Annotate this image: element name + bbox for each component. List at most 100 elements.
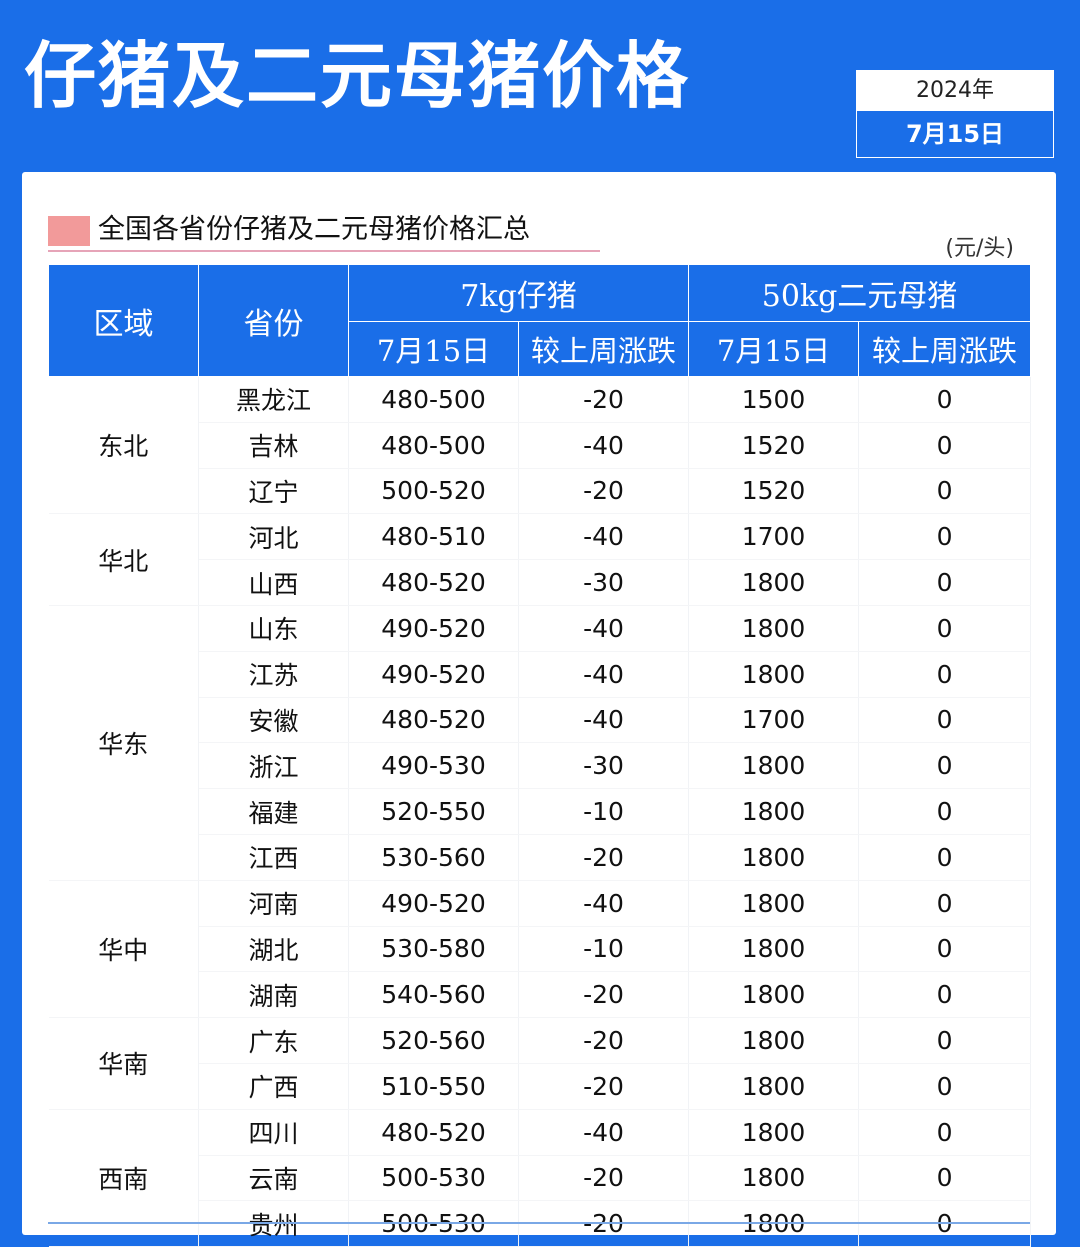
region-cell: 东北 — [48, 376, 199, 515]
piglet-change-cell: -20 — [518, 971, 690, 1019]
sow-price-cell: 1800 — [688, 971, 860, 1019]
piglet-change-cell: -40 — [518, 605, 690, 652]
province-cell: 浙江 — [198, 742, 349, 790]
sow-price-cell: 1800 — [688, 788, 860, 835]
province-cell: 河北 — [198, 513, 349, 561]
piglet-price-cell: 530-560 — [348, 834, 519, 881]
province-cell: 吉林 — [198, 422, 349, 469]
province-cell: 河南 — [198, 880, 349, 927]
province-cell: 广东 — [198, 1017, 349, 1064]
date-year: 2024年 — [857, 71, 1053, 111]
piglet-change-cell: -20 — [518, 834, 690, 881]
province-cell: 湖南 — [198, 971, 349, 1019]
sow-change-cell: 0 — [858, 468, 1032, 515]
province-cell: 云南 — [198, 1155, 349, 1202]
piglet-change-cell: -20 — [518, 376, 690, 423]
table-row: 辽宁 500-520 -20 1520 0 — [49, 468, 1032, 515]
table-row: 江西 530-560 -20 1800 0 — [49, 834, 1032, 881]
header-piglet-group: 7kg仔猪 — [347, 264, 690, 322]
sow-price-cell: 1800 — [688, 1155, 860, 1202]
piglet-price-cell: 480-520 — [348, 697, 519, 744]
piglet-change-cell: -20 — [518, 468, 690, 515]
sow-change-cell: 0 — [858, 1063, 1032, 1110]
table-row: 西南 四川 480-520 -40 1800 0 — [48, 1109, 1032, 1247]
piglet-price-cell: 520-550 — [348, 788, 519, 835]
piglet-price-cell: 480-520 — [348, 559, 519, 606]
sow-change-cell: 0 — [858, 1109, 1032, 1156]
table-row: 华北 河北 480-510 -40 1700 0 — [48, 513, 1032, 606]
sow-price-cell: 1800 — [688, 559, 860, 606]
piglet-price-cell: 480-520 — [348, 1109, 519, 1156]
sow-price-cell: 1500 — [688, 376, 860, 423]
piglet-price-cell: 500-530 — [348, 1155, 519, 1202]
piglet-change-cell: -40 — [518, 880, 690, 927]
sow-price-cell: 1800 — [688, 605, 860, 652]
sow-price-cell: 1800 — [688, 742, 860, 790]
piglet-change-cell: -20 — [518, 1155, 690, 1202]
sow-price-cell: 1700 — [688, 513, 860, 561]
sow-change-cell: 0 — [858, 697, 1032, 744]
sow-change-cell: 0 — [858, 1017, 1032, 1064]
province-cell: 江苏 — [198, 651, 349, 698]
sow-price-cell: 1520 — [688, 422, 860, 469]
province-cell: 安徽 — [198, 697, 349, 744]
section-subtitle: 全国各省份仔猪及二元母猪价格汇总 — [98, 214, 530, 245]
sow-change-cell: 0 — [858, 880, 1032, 927]
price-card: 全国各省份仔猪及二元母猪价格汇总 (元/头) 区域 省份 7kg仔猪 50kg二… — [22, 172, 1056, 1247]
piglet-price-cell: 530-580 — [348, 926, 519, 973]
sow-price-cell: 1800 — [688, 1017, 860, 1064]
price-table: 区域 省份 7kg仔猪 50kg二元母猪 7月15日 较上周涨跌 7月15日 较… — [48, 264, 1032, 1247]
sow-price-cell: 1520 — [688, 468, 860, 515]
sow-change-cell: 0 — [858, 834, 1032, 881]
piglet-price-cell: 480-500 — [348, 422, 519, 469]
piglet-price-cell: 490-520 — [348, 880, 519, 927]
header-piglet-change: 较上周涨跌 — [517, 321, 690, 377]
header-sow-change: 较上周涨跌 — [858, 321, 1032, 377]
piglet-change-cell: -30 — [518, 559, 690, 606]
sow-price-cell: 1800 — [688, 651, 860, 698]
sow-change-cell: 0 — [858, 742, 1032, 790]
piglet-change-cell: -20 — [518, 1017, 690, 1064]
piglet-price-cell: 510-550 — [348, 1063, 519, 1110]
province-cell: 广西 — [198, 1063, 349, 1110]
header-region: 区域 — [48, 264, 199, 377]
piglet-price-cell: 520-560 — [348, 1017, 519, 1064]
sow-change-cell: 0 — [858, 1155, 1032, 1202]
header-province: 省份 — [198, 264, 349, 377]
sow-price-cell: 1800 — [688, 880, 860, 927]
province-cell: 山东 — [198, 605, 349, 652]
unit-label: (元/头) — [945, 236, 1014, 261]
region-cell: 华东 — [48, 605, 199, 881]
piglet-price-cell: 490-520 — [348, 605, 519, 652]
sow-change-cell: 0 — [858, 605, 1032, 652]
sow-change-cell: 0 — [858, 376, 1032, 423]
piglet-change-cell: -10 — [518, 788, 690, 835]
table-row: 湖北 530-580 -10 1800 0 — [49, 926, 1032, 973]
sow-price-cell: 1800 — [688, 926, 860, 973]
sow-price-cell: 1700 — [688, 697, 860, 744]
sow-change-cell: 0 — [858, 971, 1032, 1019]
piglet-price-cell: 480-500 — [348, 376, 519, 423]
subtitle-row: 全国各省份仔猪及二元母猪价格汇总 — [48, 212, 600, 252]
piglet-change-cell: -40 — [518, 1109, 690, 1156]
header-sow-group: 50kg二元母猪 — [688, 264, 1032, 322]
province-cell: 辽宁 — [198, 468, 349, 515]
province-cell: 山西 — [198, 559, 349, 606]
piglet-price-cell: 490-520 — [348, 651, 519, 698]
table-row: 湖南 540-560 -20 1800 0 — [49, 971, 1032, 1019]
header-sow-date: 7月15日 — [688, 321, 860, 377]
piglet-price-cell: 480-510 — [348, 513, 519, 561]
piglet-change-cell: -30 — [518, 742, 690, 790]
date-day: 7月15日 — [905, 120, 1005, 148]
region-cell: 华北 — [48, 513, 199, 606]
province-cell: 福建 — [198, 788, 349, 835]
piglet-price-cell: 540-560 — [348, 971, 519, 1019]
footer-divider — [48, 1222, 1030, 1224]
region-cell: 西南 — [48, 1109, 199, 1247]
table-row: 云南 500-530 -20 1800 0 — [49, 1155, 1032, 1202]
sow-change-cell: 0 — [858, 788, 1032, 835]
region-cell: 华中 — [48, 880, 199, 1019]
sow-price-cell: 1800 — [688, 1063, 860, 1110]
piglet-change-cell: -40 — [518, 697, 690, 744]
piglet-change-cell: -40 — [518, 513, 690, 561]
